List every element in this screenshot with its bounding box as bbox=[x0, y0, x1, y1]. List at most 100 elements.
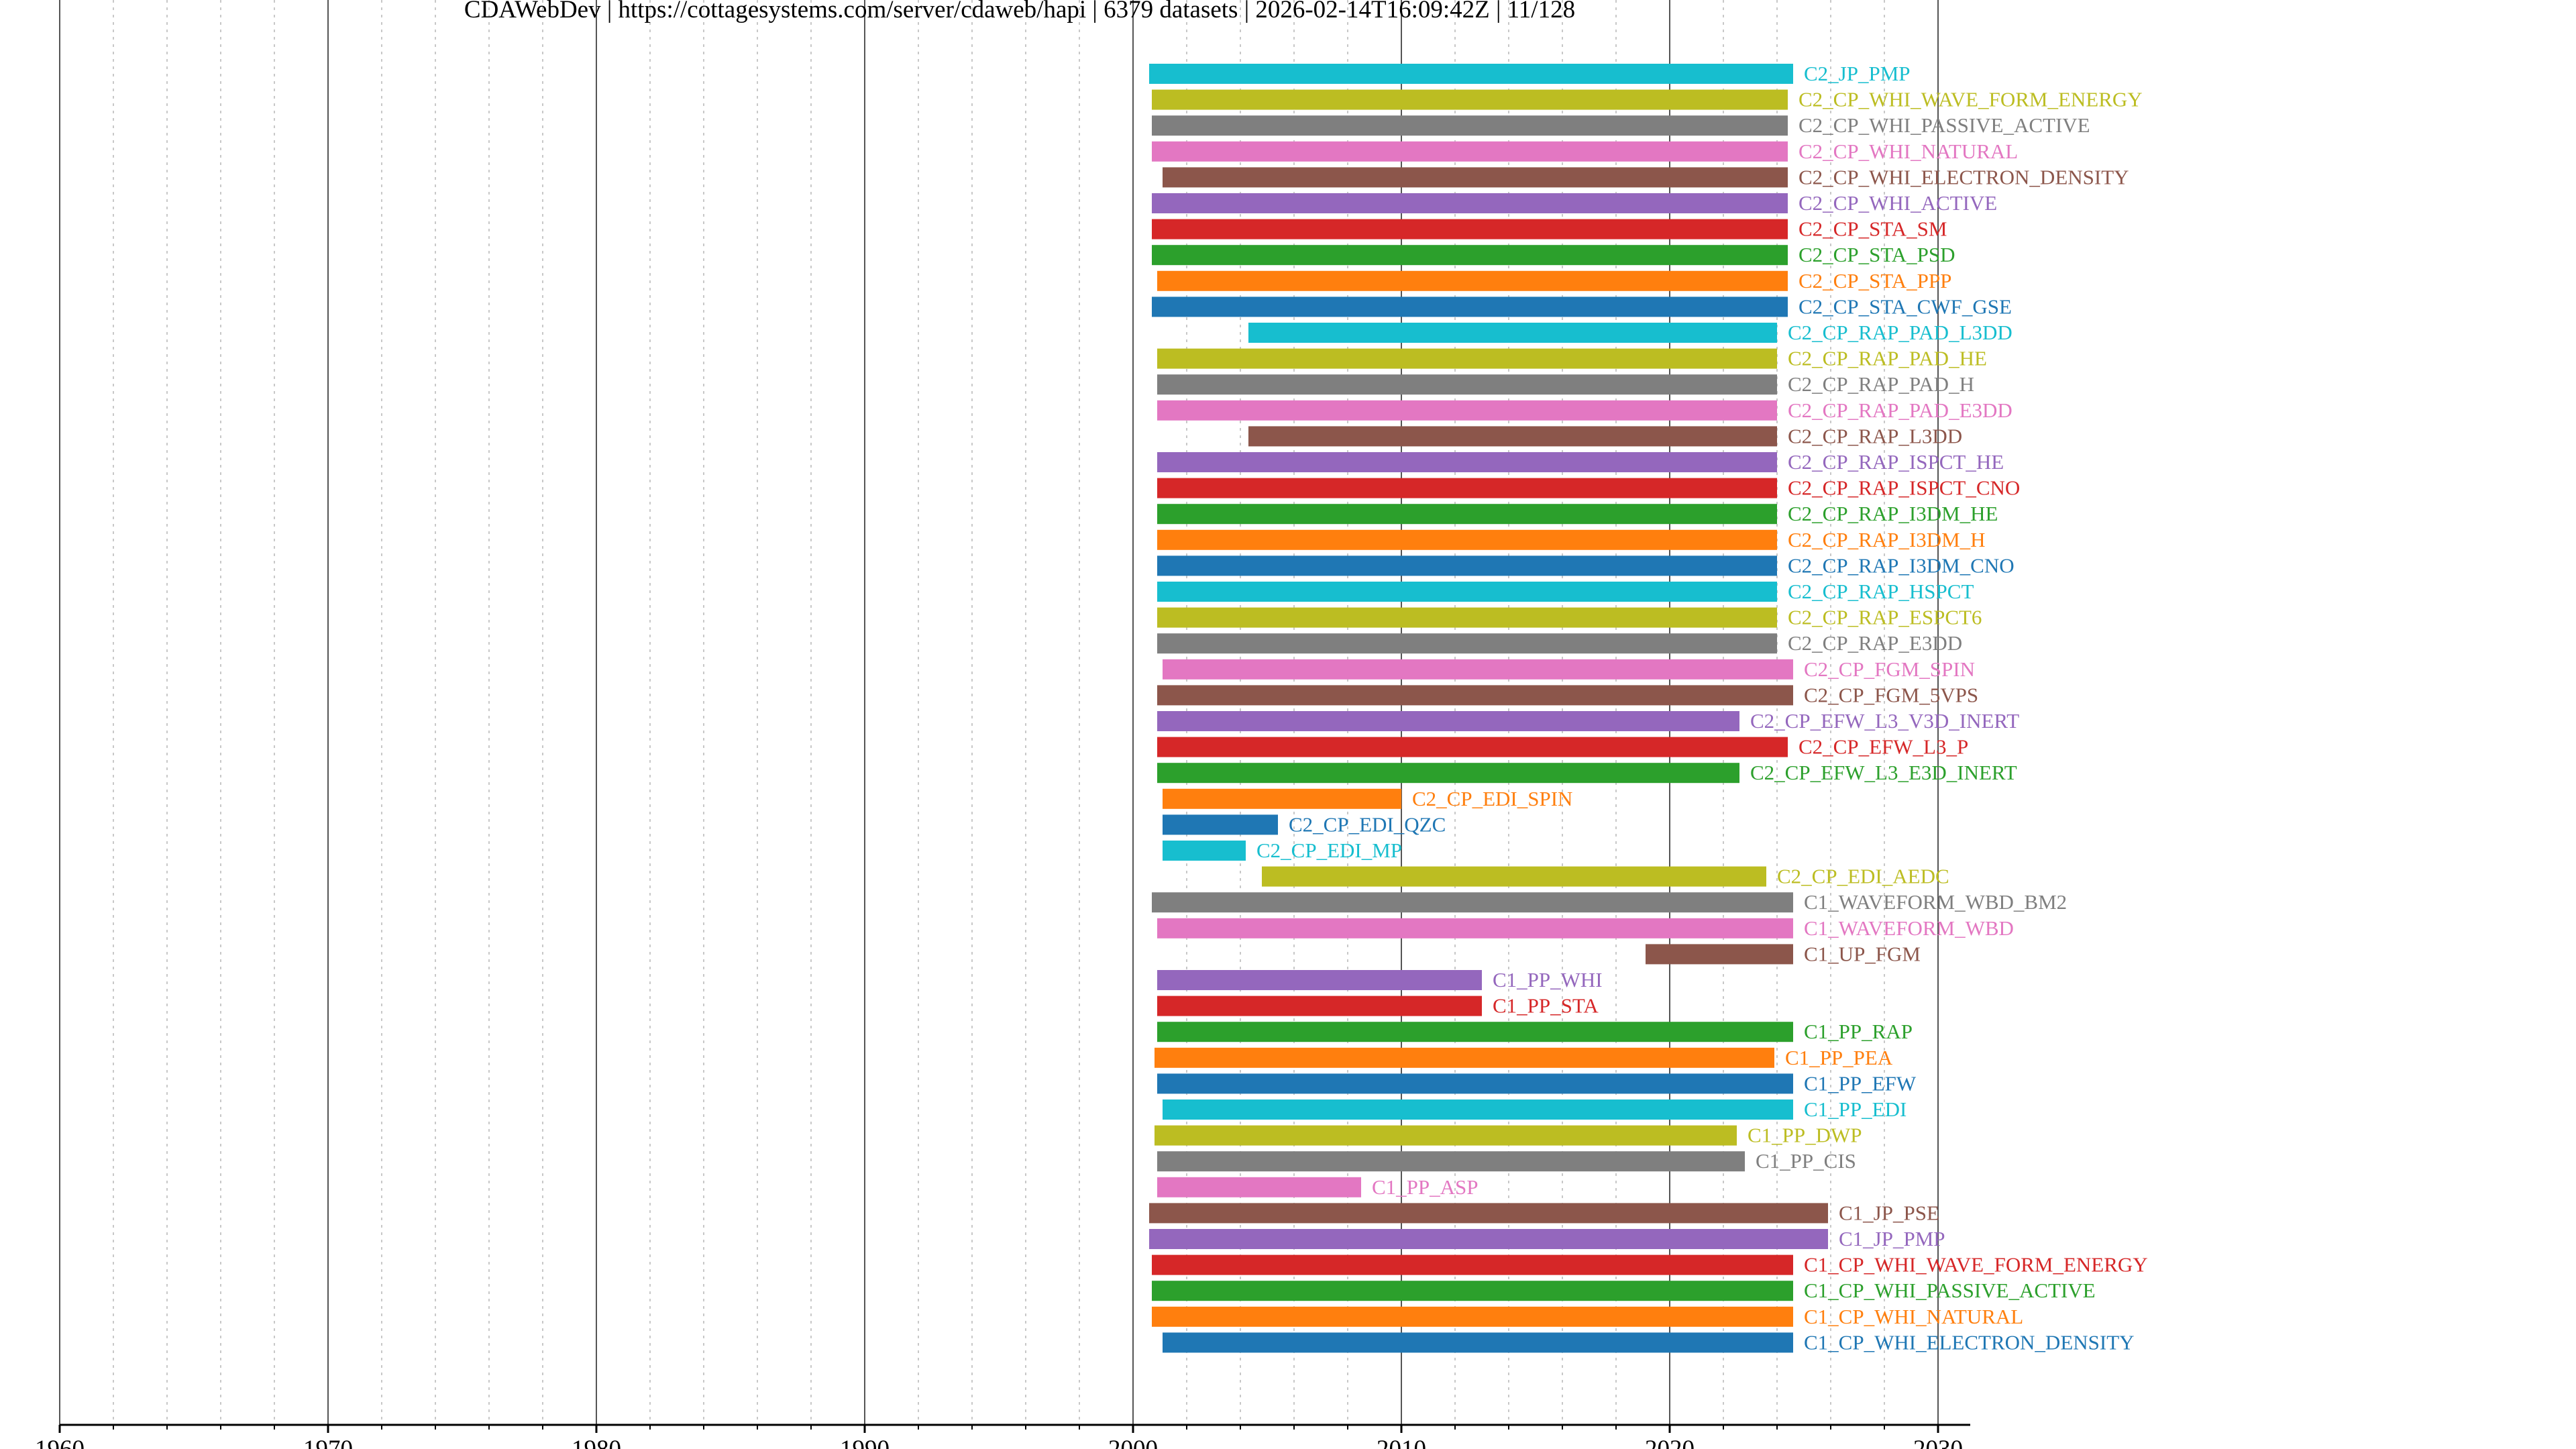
dataset-bar bbox=[1646, 944, 1793, 965]
dataset-bars bbox=[1149, 64, 1828, 1353]
dataset-label: C2_CP_RAP_PAD_E3DD bbox=[1788, 398, 2012, 422]
dataset-bar bbox=[1163, 1332, 1793, 1353]
x-tick-label: 2030 bbox=[1913, 1436, 1963, 1449]
dataset-label: C2_CP_WHI_ELECTRON_DENSITY bbox=[1799, 165, 2129, 189]
dataset-bar bbox=[1157, 1022, 1793, 1042]
dataset-label: C2_CP_RAP_HSPCT bbox=[1788, 580, 1974, 603]
dataset-label: C1_CP_WHI_NATURAL bbox=[1804, 1305, 2023, 1328]
dataset-bar bbox=[1248, 426, 1777, 447]
dataset-bar bbox=[1152, 1306, 1793, 1327]
dataset-bar bbox=[1157, 607, 1777, 628]
dataset-bar bbox=[1149, 64, 1793, 84]
dataset-bar bbox=[1157, 1073, 1793, 1094]
dataset-bar bbox=[1157, 1151, 1745, 1172]
dataset-label: C2_CP_WHI_ACTIVE bbox=[1799, 191, 1997, 215]
dataset-bar bbox=[1163, 167, 1788, 188]
dataset-label: C1_PP_WHI bbox=[1493, 968, 1603, 991]
dataset-label: C2_CP_EDI_SPIN bbox=[1412, 787, 1572, 810]
dataset-label: C1_PP_DWP bbox=[1748, 1124, 1862, 1147]
dataset-label: C1_PP_EDI bbox=[1804, 1097, 1907, 1121]
dataset-bar bbox=[1163, 841, 1246, 861]
dataset-label: C2_CP_WHI_WAVE_FORM_ENERGY bbox=[1799, 88, 2143, 111]
dataset-bar bbox=[1155, 1125, 1737, 1146]
dataset-bar bbox=[1157, 970, 1482, 990]
dataset-bar bbox=[1157, 918, 1793, 938]
dataset-label: C2_CP_RAP_PAD_L3DD bbox=[1788, 321, 2012, 344]
dataset-label: C2_CP_RAP_L3DD bbox=[1788, 424, 1962, 447]
dataset-label: C1_PP_EFW bbox=[1804, 1071, 1917, 1095]
x-tick-label: 1980 bbox=[572, 1436, 621, 1449]
dataset-label: C2_CP_STA_PPP bbox=[1799, 269, 1951, 292]
dataset-label: C2_CP_STA_CWF_GSE bbox=[1799, 294, 2012, 318]
dataset-label: C1_PP_PEA bbox=[1785, 1046, 1893, 1069]
dataset-label: C2_CP_EDI_MP bbox=[1256, 839, 1402, 862]
dataset-bar bbox=[1157, 582, 1777, 602]
x-tick-label: 2000 bbox=[1108, 1436, 1158, 1449]
dataset-label: C2_CP_WHI_PASSIVE_ACTIVE bbox=[1799, 113, 2090, 137]
dataset-bar bbox=[1149, 1229, 1828, 1249]
dataset-bar bbox=[1152, 219, 1788, 239]
dataset-bar bbox=[1163, 1099, 1793, 1120]
dataset-bar bbox=[1149, 1203, 1828, 1224]
dataset-label: C2_CP_FGM_SPIN bbox=[1804, 657, 1975, 681]
dataset-bar bbox=[1157, 348, 1777, 369]
dataset-label: C1_JP_PSE bbox=[1839, 1201, 1939, 1224]
dataset-bar bbox=[1157, 1177, 1361, 1197]
dataset-label: C2_CP_RAP_ESPCT6 bbox=[1788, 606, 1982, 629]
dataset-label: C2_CP_EDI_QZC bbox=[1289, 812, 1446, 836]
dataset-bar bbox=[1157, 711, 1739, 731]
chart-title: CDAWebDev | https://cottagesystems.com/s… bbox=[464, 0, 1575, 23]
dataset-bar bbox=[1152, 1281, 1793, 1301]
dataset-label: C1_UP_FGM bbox=[1804, 942, 1921, 965]
dataset-label: C1_PP_CIS bbox=[1756, 1149, 1856, 1173]
dataset-bar bbox=[1157, 478, 1777, 498]
dataset-bar bbox=[1157, 996, 1482, 1016]
x-axis-ticks: 1960 1970 1980 1990 2000 2010 2020 2030 bbox=[35, 1425, 1963, 1449]
dataset-label: C1_PP_ASP bbox=[1372, 1175, 1479, 1199]
dataset-label: C2_CP_EFW_L3_P bbox=[1799, 735, 1968, 759]
dataset-bar bbox=[1157, 452, 1777, 472]
dataset-label: C2_CP_EDI_AEDC bbox=[1777, 865, 1949, 888]
dataset-label: C1_WAVEFORM_WBD_BM2 bbox=[1804, 890, 2067, 914]
dataset-bar bbox=[1152, 89, 1788, 110]
x-tick-label: 1970 bbox=[303, 1436, 353, 1449]
dataset-bar bbox=[1152, 245, 1788, 266]
dataset-label: C1_JP_PMP bbox=[1839, 1227, 1945, 1250]
x-tick-label: 2020 bbox=[1645, 1436, 1695, 1449]
dataset-bar bbox=[1163, 814, 1278, 835]
dataset-label: C2_CP_RAP_PAD_HE bbox=[1788, 347, 1987, 370]
dataset-bar bbox=[1157, 555, 1777, 576]
dataset-bar bbox=[1262, 866, 1766, 887]
dataset-label: C2_CP_RAP_ISPCT_CNO bbox=[1788, 476, 2020, 500]
dataset-bar bbox=[1157, 270, 1788, 291]
dataset-labels: C2_JP_PMPC2_CP_WHI_WAVE_FORM_ENERGYC2_CP… bbox=[1256, 62, 2148, 1354]
dataset-label: C1_CP_WHI_ELECTRON_DENSITY bbox=[1804, 1330, 2135, 1354]
dataset-label: C2_CP_RAP_I3DM_HE bbox=[1788, 502, 1998, 525]
dataset-label: C1_WAVEFORM_WBD bbox=[1804, 916, 2014, 940]
dataset-bar bbox=[1152, 193, 1788, 213]
dataset-bar bbox=[1163, 788, 1401, 809]
dataset-bar bbox=[1152, 892, 1793, 913]
dataset-label: C2_CP_RAP_I3DM_CNO bbox=[1788, 553, 2015, 577]
dataset-bar bbox=[1163, 659, 1793, 680]
dataset-bar bbox=[1157, 504, 1777, 525]
dataset-label: C2_CP_STA_PSD bbox=[1799, 243, 1955, 266]
dataset-label: C1_PP_STA bbox=[1493, 994, 1599, 1018]
dataset-bar bbox=[1155, 1047, 1774, 1068]
dataset-label: C2_CP_FGM_5VPS bbox=[1804, 683, 1978, 706]
dataset-label: C1_PP_RAP bbox=[1804, 1020, 1913, 1043]
dataset-bar bbox=[1152, 1254, 1793, 1275]
dataset-label: C2_CP_RAP_ISPCT_HE bbox=[1788, 450, 2004, 474]
dataset-label: C2_CP_RAP_E3DD bbox=[1788, 631, 1962, 655]
dataset-label: C2_JP_PMP bbox=[1804, 62, 1911, 85]
dataset-label: C2_CP_RAP_I3DM_H bbox=[1788, 528, 1986, 551]
dataset-label: C1_CP_WHI_PASSIVE_ACTIVE bbox=[1804, 1279, 2096, 1302]
x-tick-label: 1960 bbox=[35, 1436, 85, 1449]
dataset-bar bbox=[1152, 115, 1788, 136]
dataset-bar bbox=[1152, 297, 1788, 317]
dataset-label: C1_CP_WHI_WAVE_FORM_ENERGY bbox=[1804, 1253, 2148, 1277]
dataset-bar bbox=[1157, 529, 1777, 550]
dataset-label: C2_CP_RAP_PAD_H bbox=[1788, 372, 1974, 396]
dataset-bar bbox=[1157, 400, 1777, 421]
